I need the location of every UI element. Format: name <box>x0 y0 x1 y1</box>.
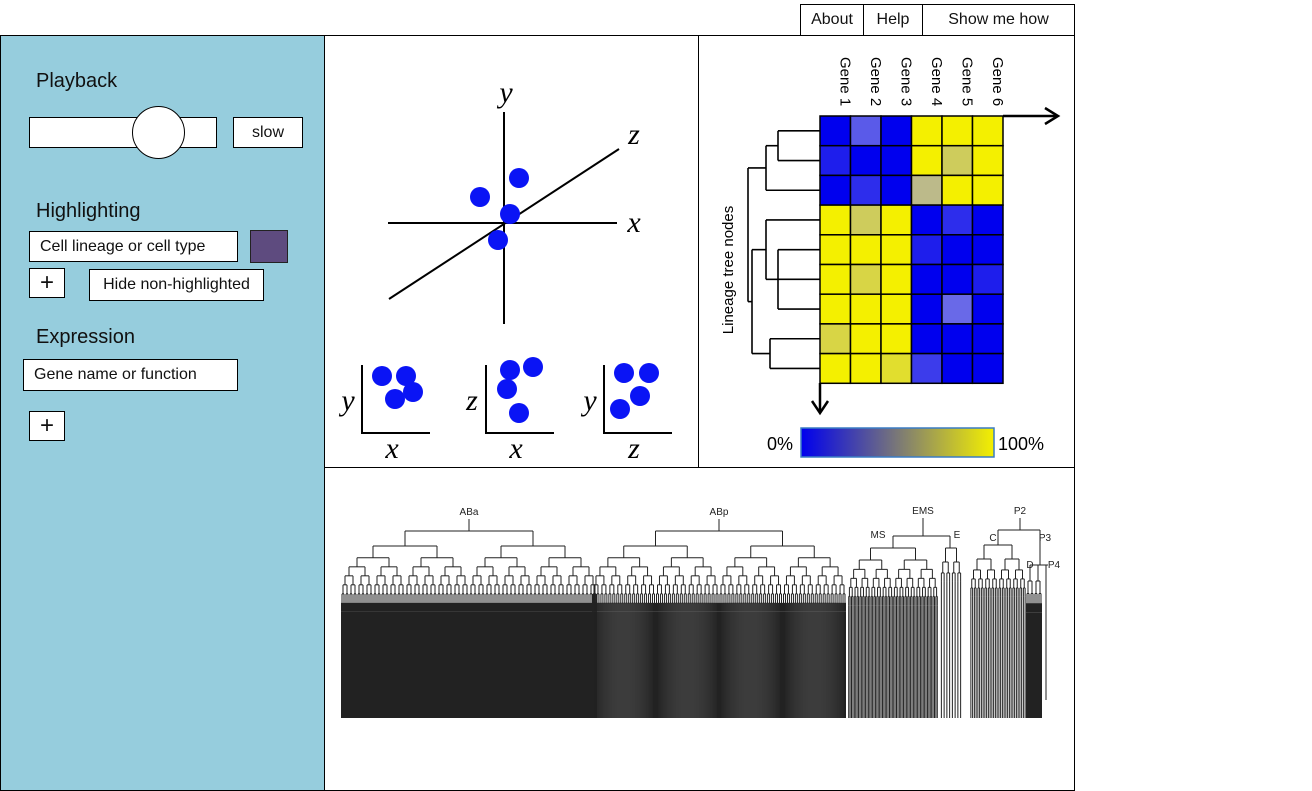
add-expression-button[interactable]: + <box>29 411 65 441</box>
playback-slider-handle[interactable] <box>132 106 185 159</box>
add-highlight-button[interactable]: + <box>29 268 65 298</box>
playback-speed-button[interactable]: slow <box>233 117 303 148</box>
show-me-how-button[interactable]: Show me how <box>922 4 1075 36</box>
heatmap-panel <box>698 35 1075 468</box>
help-button[interactable]: Help <box>863 4 923 36</box>
highlighting-heading: Highlighting <box>36 200 141 222</box>
playback-heading: Playback <box>36 70 118 92</box>
playback-slider-track[interactable] <box>29 117 217 148</box>
hide-non-highlighted-button[interactable]: Hide non-highlighted <box>89 269 264 301</box>
highlight-color-swatch[interactable] <box>250 230 288 263</box>
plot-panel <box>324 35 699 468</box>
gene-name-field[interactable]: Gene name or function <box>23 359 238 391</box>
expression-heading: Expression <box>36 326 135 348</box>
lineage-panel <box>324 467 1075 791</box>
about-button[interactable]: About <box>800 4 864 36</box>
cell-lineage-field[interactable]: Cell lineage or cell type <box>29 231 238 262</box>
